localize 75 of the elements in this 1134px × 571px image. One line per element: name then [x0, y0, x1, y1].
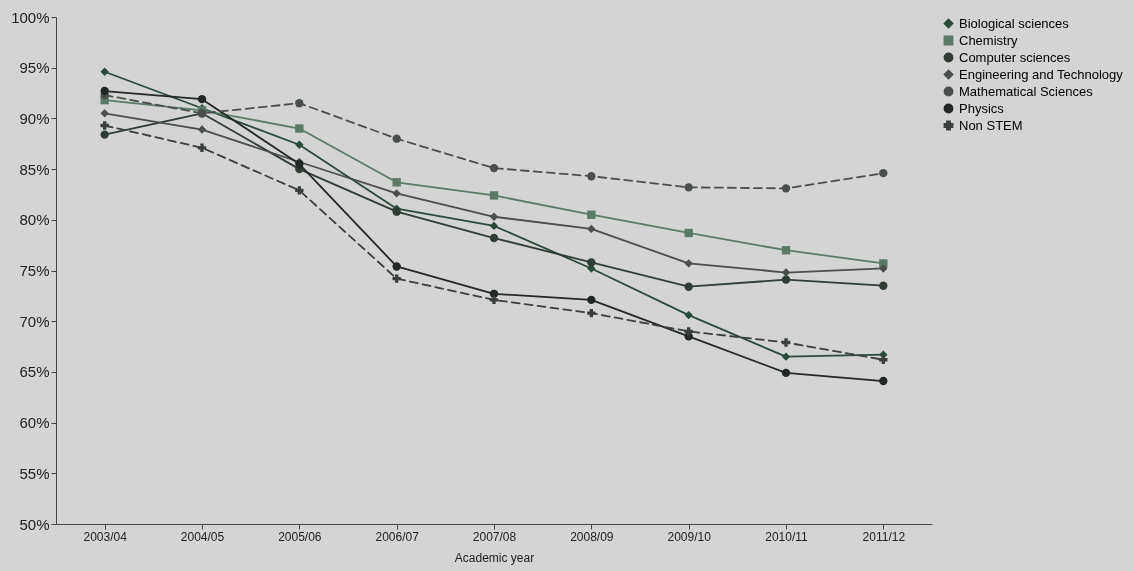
point	[684, 327, 693, 336]
y-tick-label: 85%	[19, 160, 50, 178]
point	[489, 212, 499, 221]
y-tick-label: 90%	[19, 109, 50, 127]
x-tick-label: 2003/04	[83, 529, 128, 544]
y-tick-label: 70%	[19, 312, 50, 330]
x-tick-label: 2005/06	[278, 529, 322, 544]
point	[587, 210, 596, 219]
x-tick-label: 2004/05	[180, 529, 225, 544]
y-tick-label: 75%	[19, 262, 50, 279]
point	[781, 352, 791, 361]
point	[489, 191, 499, 200]
point	[197, 143, 207, 152]
point	[781, 268, 791, 277]
point	[489, 295, 499, 305]
point	[781, 184, 791, 193]
x-axis-title: Academic year	[454, 550, 535, 565]
point	[879, 376, 888, 386]
x-tick-label: 2009/10	[667, 529, 712, 544]
point	[879, 264, 888, 273]
point	[100, 109, 109, 118]
point	[587, 295, 596, 305]
y-tick-label: 65%	[19, 363, 50, 381]
legend-label: Engineering and Technology	[959, 66, 1124, 82]
point	[781, 368, 791, 378]
legend-label: Biological sciences	[959, 15, 1070, 31]
y-tick-label: 55%	[19, 464, 50, 482]
point	[295, 140, 304, 149]
x-tick-label: 2010/11	[765, 529, 809, 544]
point	[587, 224, 596, 234]
y-tick-label: 80%	[19, 211, 50, 229]
legend-label: Physics	[959, 100, 1005, 116]
point	[684, 310, 693, 320]
point	[197, 125, 207, 134]
x-tick-label: 2008/09	[570, 529, 614, 544]
point	[100, 121, 109, 130]
legend-label: Computer sciences	[959, 49, 1071, 65]
point	[392, 274, 401, 283]
x-tick-label: 2011/12	[862, 529, 906, 544]
y-tick-label: 100%	[11, 8, 50, 26]
y-tick-label: 50%	[19, 515, 50, 533]
legend-label: Non STEM	[959, 117, 1023, 133]
legend-label: Chemistry	[959, 32, 1019, 48]
point	[489, 221, 499, 231]
point	[684, 282, 693, 291]
point	[781, 275, 791, 284]
point	[295, 186, 304, 195]
point	[295, 124, 304, 133]
point	[392, 189, 401, 198]
point	[392, 134, 401, 143]
point	[100, 86, 109, 96]
point	[100, 67, 109, 76]
point	[587, 258, 596, 267]
point	[684, 183, 693, 192]
point	[684, 259, 693, 268]
point	[587, 308, 596, 318]
point	[392, 178, 401, 187]
point	[392, 262, 401, 271]
legend-label: Mathematical Sciences	[959, 83, 1094, 99]
point	[489, 233, 499, 243]
point	[879, 168, 888, 178]
point	[879, 355, 888, 364]
point	[197, 94, 207, 104]
point	[684, 228, 693, 238]
point	[781, 338, 791, 347]
point	[879, 281, 888, 290]
point	[295, 99, 304, 108]
y-tick-label: 60%	[19, 414, 50, 432]
point	[100, 130, 109, 139]
point	[781, 246, 791, 255]
x-tick-label: 2007/08	[472, 529, 517, 544]
x-tick-label: 2006/07	[375, 529, 420, 544]
point	[489, 163, 499, 173]
y-tick-label: 95%	[19, 59, 50, 77]
point	[587, 172, 596, 181]
